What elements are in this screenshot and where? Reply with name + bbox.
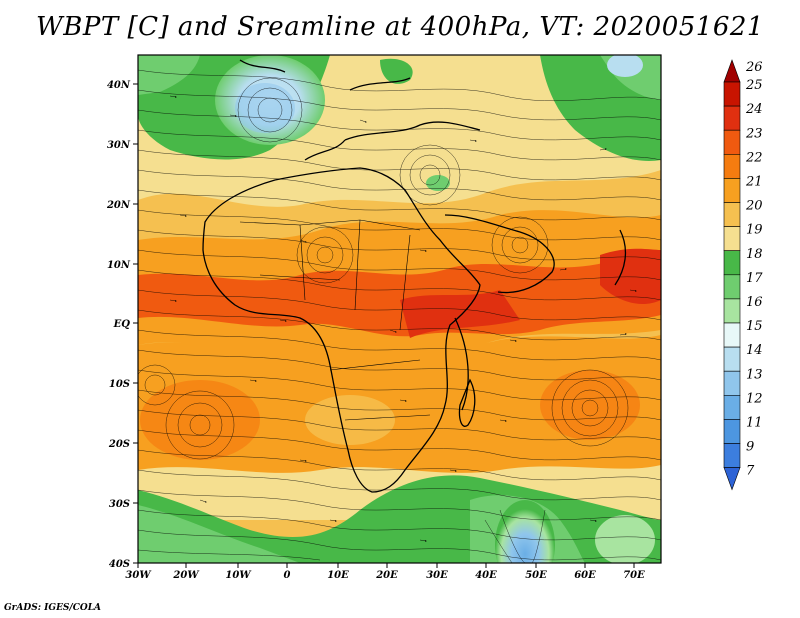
lat-label: 40N [107, 80, 131, 91]
temperature-field [138, 55, 661, 563]
colorbar-label: 14 [746, 343, 763, 358]
colorbar-swatch [723, 443, 741, 468]
colorbar-swatch [723, 298, 741, 324]
colorbar-label: 11 [746, 416, 763, 431]
colorbar-label: 13 [746, 367, 763, 382]
lat-label: 40S [109, 559, 130, 570]
colorbar-swatch [723, 250, 741, 276]
colorbar-swatch [723, 59, 741, 83]
colorbar-swatch [723, 274, 741, 300]
colorbar-label: 7 [746, 464, 755, 479]
credit-text: GrADS: IGES/COLA [4, 603, 102, 613]
lon-label: 40E [475, 570, 497, 581]
lat-label: 10S [109, 379, 130, 390]
colorbar-swatch [723, 394, 741, 420]
lon-label: 60E [574, 570, 596, 581]
colorbar-swatch [723, 419, 741, 444]
colorbar-swatch [723, 178, 741, 203]
lat-label: 30S [109, 499, 130, 510]
colorbar-label: 26 [745, 60, 763, 75]
lat-label: 30N [107, 140, 131, 151]
map-title: WBPT [C] and Sreamline at 400hPa, VT: 20… [36, 12, 764, 42]
colorbar: 26 25 24 23 22 21 20 19 18 17 16 15 14 13 12 11 9 7 [723, 59, 763, 491]
colorbar-label: 23 [745, 126, 763, 141]
map-frame [137, 54, 662, 564]
colorbar-swatch [723, 105, 741, 131]
colorbar-label: 20 [745, 199, 763, 214]
lat-label: EQ [113, 319, 131, 330]
lon-label: 20E [375, 570, 398, 581]
colorbar-label: 25 [745, 78, 763, 93]
colorbar-swatch [723, 154, 741, 179]
colorbar-label: 17 [746, 271, 763, 286]
colorbar-label: 22 [745, 150, 763, 165]
colorbar-label: 9 [746, 440, 754, 455]
colorbar-label: 15 [746, 319, 763, 334]
lon-label: 20W [172, 570, 200, 581]
colorbar-label: 16 [746, 295, 763, 310]
lat-label: 10N [107, 260, 131, 271]
lat-label: 20S [108, 439, 130, 450]
lon-label: 70E [623, 570, 645, 581]
lon-label: 10E [327, 570, 349, 581]
colorbar-label: 21 [745, 175, 763, 190]
colorbar-label: 24 [745, 102, 763, 117]
lon-label: 50E [525, 570, 547, 581]
colorbar-swatch [723, 129, 741, 155]
longitude-labels: 30W 20W 10W 0 10E 20E 30E 40E 50E 60E 70… [125, 570, 645, 581]
colorbar-label: 19 [746, 223, 763, 238]
latitude-labels: 40N 30N 20N 10N EQ 10S 20S 30S 40S [106, 80, 131, 570]
lon-label: 30W [125, 570, 152, 581]
lon-label: 10W [225, 570, 252, 581]
colorbar-swatch [723, 370, 741, 396]
lon-label: 30E [426, 570, 448, 581]
colorbar-label: 12 [746, 391, 763, 406]
colorbar-swatch [723, 81, 741, 107]
colorbar-swatch [723, 467, 741, 491]
colorbar-swatch [723, 202, 741, 227]
colorbar-label: 18 [746, 247, 763, 262]
lon-label: 0 [284, 570, 291, 581]
colorbar-swatch [723, 322, 741, 348]
lat-label: 20N [106, 200, 131, 211]
colorbar-swatch [723, 346, 741, 372]
colorbar-swatch [723, 226, 741, 252]
